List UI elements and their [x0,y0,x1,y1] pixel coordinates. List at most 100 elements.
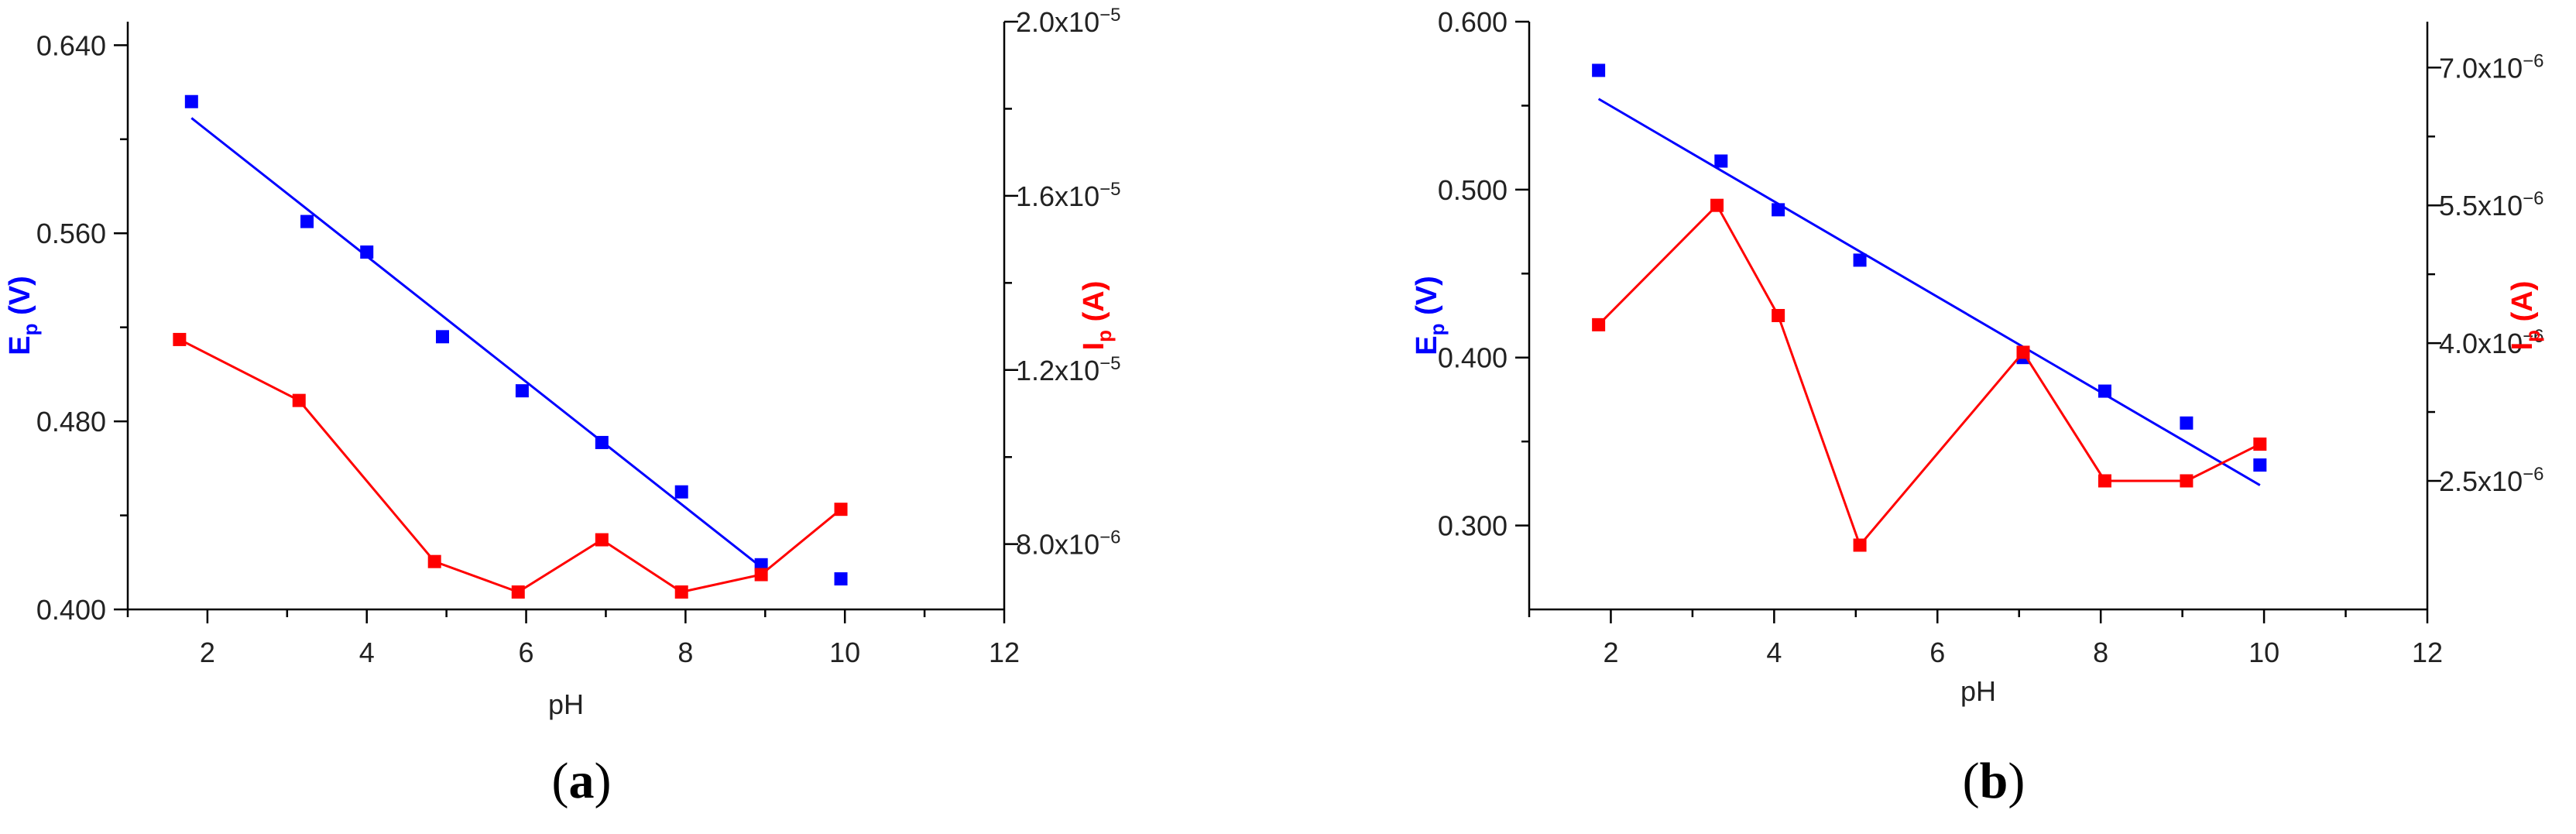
y-right-tick-mantissa: 2.0x10 [1016,6,1099,38]
ip-point [173,332,187,346]
chart-panel-a: 2 4 6 8 10 12 pH 0.640 0.560 0.480 0.400 8.0x10−6 1.… [4,5,1120,809]
y-left-axis-label: Ep (V) [1411,276,1449,355]
y-right-tick-exponent: −6 [2523,464,2543,485]
x-tick-label: 2 [200,637,215,668]
y-left-label-unit: (V) [1411,276,1443,323]
y-left-label-main: E [4,335,36,355]
panel-label-open: ( [552,753,569,809]
ip-point [427,554,441,568]
y-left-tick-label: 0.480 [36,406,106,438]
ep-point [300,215,314,228]
ep-point [2253,458,2267,472]
y-right-tick-label: 7.0x10−6 [2439,50,2543,84]
ip-point [1772,309,1785,322]
ip-point [674,585,688,599]
y-right-tick-mantissa: 1.6x10 [1016,180,1099,212]
y-left-tick-label: 0.600 [1438,6,1508,38]
y-right-axis-label: Ip (A) [1078,281,1116,351]
x-axis-label: pH [1960,675,1996,707]
y-right-tick-exponent: −5 [1099,179,1120,200]
ip-point [754,568,768,582]
y-left-label-unit: (V) [4,276,36,323]
x-tick-label: 4 [359,637,375,668]
y-left-tick-label: 0.640 [36,29,106,61]
x-tick-label: 10 [2248,637,2279,668]
y-right-label-sub: p [1092,330,1116,342]
panel-label: (a) [552,753,612,809]
y-right-tick-label: 2.0x10−5 [1016,5,1120,38]
ep-point [1714,154,1728,168]
ip-point [834,503,848,517]
y-right-tick-mantissa: 5.5x10 [2439,190,2523,221]
y-right-tick-exponent: −5 [1099,353,1120,374]
ip-point [2016,345,2030,359]
x-tick-label: 8 [677,637,693,668]
y-left-tick-label: 0.560 [36,218,106,249]
y-right-tick-exponent: −6 [2523,188,2543,209]
x-tick-label: 6 [1929,637,1945,668]
ep-point [515,384,529,398]
ip-point [511,585,525,599]
ip-point [1710,198,1724,212]
y-right-tick-mantissa: 4.0x10 [2439,328,2523,359]
y-right-tick-mantissa: 2.5x10 [2439,465,2523,497]
ip-point [2180,474,2194,488]
ip-point [292,393,306,407]
x-tick-label: 8 [2093,637,2108,668]
fit-line [1597,98,2261,486]
panel-label-letter: b [1980,753,2008,809]
y-left-label-main: E [1411,335,1443,355]
ep-point [1853,253,1867,267]
x-tick-label: 4 [1766,637,1782,668]
y-right-tick-mantissa: 8.0x10 [1016,529,1099,561]
y-right-tick-label: 1.2x10−5 [1016,353,1120,386]
y-left-label-sub: p [1425,323,1449,335]
y-right-tick-exponent: −6 [2523,326,2543,347]
x-tick-label: 10 [829,637,860,668]
ep-point [2180,416,2194,430]
y-left-tick-label: 0.400 [1438,342,1508,374]
y-right-tick-mantissa: 1.2x10 [1016,355,1099,386]
ip-point [2098,474,2111,488]
panel-label-letter: a [569,753,595,809]
chart-panel-b: 2 4 6 8 10 12pH0.6000.5000.4000.3002.5x10−64.… [1411,6,2544,809]
y-right-tick-exponent: −6 [1099,527,1120,548]
y-left-tick-label: 0.300 [1438,510,1508,542]
y-right-tick-exponent: −6 [2523,50,2543,71]
ep-point [1592,63,1606,77]
y-right-label-unit: (A) [2506,281,2539,330]
y-right-label-unit: (A) [1078,281,1110,330]
x-tick-label: 2 [1603,637,1618,668]
ep-point [2098,384,2111,398]
y-right-tick-label: 5.5x10−6 [2439,188,2543,221]
y-right-tick-label: 8.0x10−6 [1016,527,1120,561]
ep-point [184,94,198,108]
y-right-tick-mantissa: 7.0x10 [2439,52,2523,84]
ip-point [595,533,609,547]
series-line [179,338,842,594]
ep-point [834,572,848,586]
y-right-tick-label: 4.0x10−6 [2439,326,2543,359]
x-tick-label: 12 [989,637,1020,668]
ep-point [674,485,688,499]
y-left-axis-label: Ep (V) [4,276,42,355]
ip-point [1853,538,1867,552]
panel-label-close: ) [595,753,612,809]
y-right-label-sub: p [2521,330,2544,342]
ep-point [435,330,449,344]
y-left-tick-label: 0.500 [1438,174,1508,206]
x-tick-label: 12 [2412,637,2443,668]
y-left-tick-label: 0.400 [36,594,106,626]
y-left-label-sub: p [19,323,42,335]
y-right-tick-label: 2.5x10−6 [2439,464,2543,497]
panel-label: (b) [1963,753,2025,809]
fit-line [190,117,763,568]
ep-point [360,245,374,259]
x-tick-label: 6 [519,637,534,668]
y-right-label-main: I [1078,342,1110,351]
series-line [1597,203,2261,547]
ip-point [2253,438,2267,451]
y-right-axis-label: Ip (A) [2506,281,2544,351]
panel-label-open: ( [1963,753,1980,809]
